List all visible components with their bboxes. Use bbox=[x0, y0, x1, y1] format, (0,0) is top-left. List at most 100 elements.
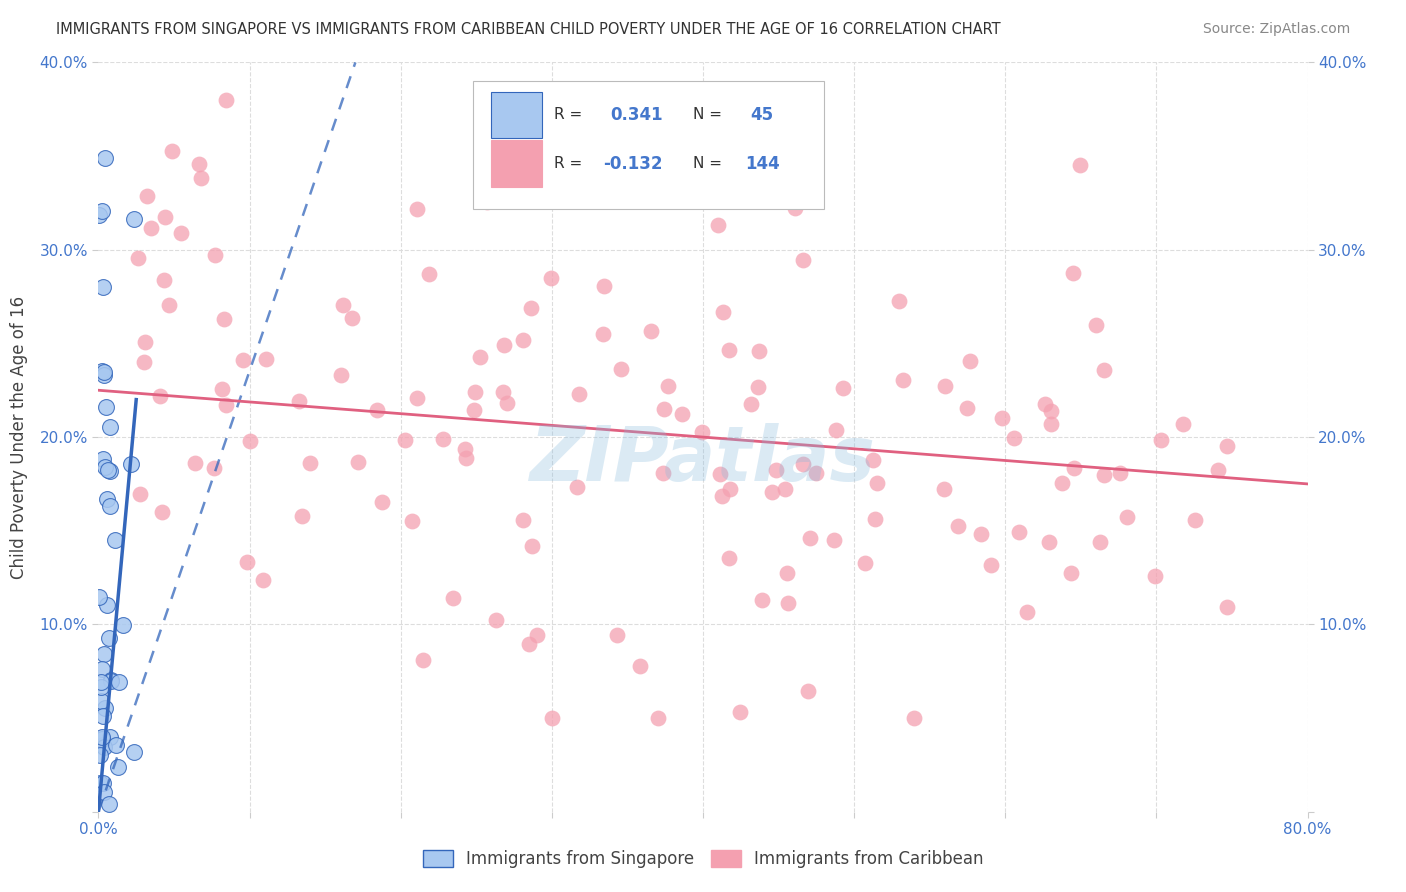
Point bbox=[792, 253, 814, 268]
Legend: Immigrants from Singapore, Immigrants from Caribbean: Immigrants from Singapore, Immigrants fr… bbox=[416, 843, 990, 875]
Point bbox=[657, 379, 679, 393]
Point bbox=[887, 293, 910, 308]
Point bbox=[1050, 476, 1073, 491]
Point bbox=[239, 434, 262, 449]
Point bbox=[797, 683, 820, 698]
Point bbox=[496, 396, 519, 410]
Point bbox=[647, 711, 669, 725]
Point bbox=[932, 482, 955, 496]
Point bbox=[512, 512, 534, 526]
Point bbox=[1062, 266, 1084, 280]
Point bbox=[740, 397, 762, 411]
Point bbox=[628, 659, 651, 673]
Point bbox=[98, 420, 121, 434]
Point bbox=[332, 298, 354, 312]
Point bbox=[980, 558, 1002, 572]
Point bbox=[512, 333, 534, 347]
Point bbox=[707, 219, 730, 233]
Point bbox=[492, 385, 515, 400]
Text: -0.132: -0.132 bbox=[603, 154, 662, 172]
Point bbox=[761, 485, 783, 500]
Point bbox=[93, 647, 115, 661]
FancyBboxPatch shape bbox=[492, 140, 543, 186]
Point bbox=[134, 334, 156, 349]
Point bbox=[100, 673, 122, 687]
Point bbox=[93, 365, 115, 379]
Point bbox=[406, 391, 429, 405]
Point bbox=[540, 271, 562, 285]
Text: 144: 144 bbox=[745, 154, 780, 172]
Point bbox=[475, 194, 498, 209]
Point bbox=[1109, 466, 1132, 480]
Text: R =: R = bbox=[554, 156, 588, 171]
Point bbox=[956, 401, 979, 416]
Point bbox=[190, 170, 212, 185]
Text: IMMIGRANTS FROM SINGAPORE VS IMMIGRANTS FROM CARIBBEAN CHILD POVERTY UNDER THE A: IMMIGRANTS FROM SINGAPORE VS IMMIGRANTS … bbox=[56, 22, 1001, 37]
Point bbox=[254, 352, 277, 367]
Point bbox=[394, 434, 416, 448]
Point bbox=[592, 326, 614, 341]
Point bbox=[831, 382, 853, 396]
Point bbox=[187, 157, 209, 171]
Point bbox=[776, 596, 799, 610]
Point bbox=[959, 354, 981, 368]
Point bbox=[1063, 461, 1085, 475]
Point bbox=[120, 458, 142, 472]
Point bbox=[711, 305, 734, 319]
Point bbox=[98, 500, 121, 514]
Point bbox=[456, 451, 478, 466]
Point bbox=[204, 248, 226, 262]
Point bbox=[520, 539, 543, 553]
Point bbox=[91, 364, 114, 378]
Point bbox=[853, 556, 876, 570]
Point bbox=[236, 555, 259, 569]
FancyBboxPatch shape bbox=[492, 92, 543, 138]
Point bbox=[90, 731, 112, 746]
Point bbox=[100, 674, 122, 689]
Text: ZIPatlas: ZIPatlas bbox=[530, 423, 876, 497]
Point bbox=[866, 476, 889, 491]
Point bbox=[89, 747, 111, 762]
Point bbox=[93, 368, 115, 383]
Point bbox=[91, 708, 114, 723]
Point bbox=[98, 730, 121, 744]
Point bbox=[651, 466, 673, 480]
Point bbox=[330, 368, 353, 382]
Point bbox=[517, 637, 540, 651]
Y-axis label: Child Poverty Under the Age of 16: Child Poverty Under the Age of 16 bbox=[10, 295, 28, 579]
Point bbox=[252, 573, 274, 587]
Point bbox=[1039, 404, 1062, 418]
Point bbox=[127, 251, 149, 265]
Point bbox=[652, 401, 675, 416]
Text: Source: ZipAtlas.com: Source: ZipAtlas.com bbox=[1202, 22, 1350, 37]
Point bbox=[728, 705, 751, 719]
Point bbox=[93, 460, 115, 475]
Point bbox=[91, 204, 114, 219]
Point bbox=[1092, 363, 1115, 377]
Point bbox=[568, 386, 591, 401]
Point bbox=[717, 550, 740, 565]
Point bbox=[748, 344, 770, 359]
Point bbox=[718, 343, 741, 357]
Point bbox=[773, 482, 796, 496]
Point bbox=[170, 226, 193, 240]
Point bbox=[136, 189, 159, 203]
Point bbox=[90, 693, 112, 707]
Point bbox=[96, 463, 118, 477]
Point bbox=[463, 403, 485, 417]
Point bbox=[432, 432, 454, 446]
Point bbox=[1143, 569, 1166, 583]
Point bbox=[406, 202, 429, 217]
Point bbox=[162, 144, 184, 158]
Point bbox=[1040, 417, 1063, 432]
Point bbox=[94, 701, 117, 715]
Point bbox=[1002, 431, 1025, 445]
Point bbox=[232, 353, 254, 368]
Point bbox=[1171, 417, 1194, 432]
Point bbox=[94, 400, 117, 414]
Point bbox=[96, 491, 118, 506]
Point bbox=[718, 482, 741, 496]
Point bbox=[565, 480, 588, 494]
Point bbox=[93, 785, 115, 799]
Point bbox=[93, 451, 115, 466]
